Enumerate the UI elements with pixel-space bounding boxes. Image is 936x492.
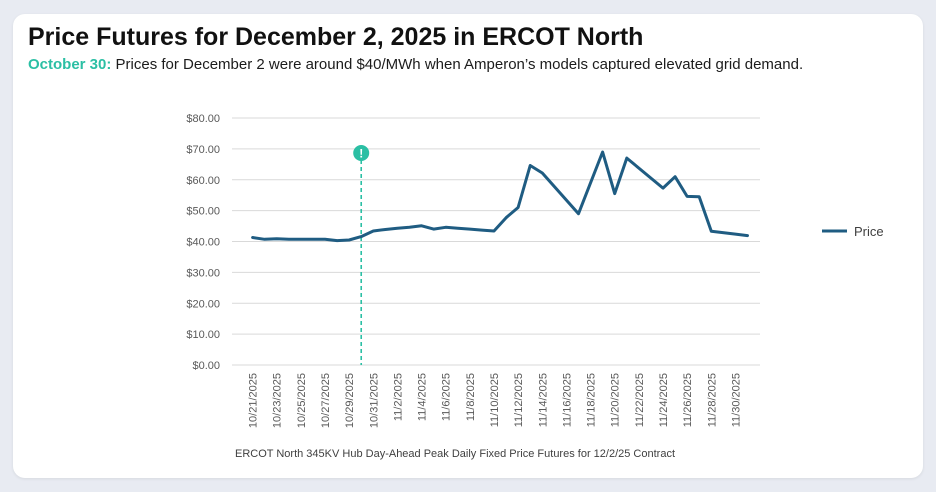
x-tick-label: 11/16/2025: [561, 373, 573, 427]
x-tick-label: 11/22/2025: [634, 373, 646, 427]
x-tick-label: 11/20/2025: [610, 373, 622, 427]
legend-label: Price: [854, 224, 884, 239]
x-tick-label: 10/23/2025: [272, 373, 284, 428]
x-tick-label: 10/27/2025: [320, 373, 332, 428]
x-tick-label: 11/24/2025: [658, 373, 670, 427]
x-tick-label: 11/10/2025: [489, 373, 501, 427]
y-tick-label: $10.00: [186, 329, 220, 341]
y-tick-label: $40.00: [186, 237, 220, 249]
y-tick-label: $50.00: [186, 206, 220, 218]
x-tick-label: 11/28/2025: [706, 373, 718, 427]
y-tick-label: $80.00: [186, 113, 220, 125]
x-tick-label: 10/29/2025: [344, 373, 356, 428]
x-tick-label: 11/26/2025: [682, 373, 694, 427]
chart-caption: ERCOT North 345KV Hub Day-Ahead Peak Dai…: [235, 448, 675, 460]
subtitle-text: Prices for December 2 were around $40/MW…: [111, 56, 804, 73]
x-tick-label: 10/21/2025: [248, 373, 260, 428]
x-tick-label: 10/31/2025: [368, 373, 380, 428]
page-subtitle: October 30: Prices for December 2 were a…: [28, 56, 803, 73]
x-tick-label: 11/30/2025: [730, 373, 742, 427]
annotation-alert-icon: [353, 145, 370, 161]
y-tick-label: $20.00: [186, 298, 220, 310]
y-tick-label: $30.00: [186, 267, 220, 279]
x-tick-label: 10/25/2025: [296, 373, 308, 428]
x-tick-label: 11/12/2025: [513, 373, 525, 427]
x-tick-label: 11/6/2025: [441, 373, 453, 421]
x-tick-label: 11/14/2025: [537, 373, 549, 427]
subtitle-date: October 30:: [28, 56, 112, 73]
page-title: Price Futures for December 2, 2025 in ER…: [28, 23, 644, 51]
x-tick-label: 11/4/2025: [417, 373, 429, 421]
y-tick-label: $0.00: [192, 360, 220, 372]
series-line-price: [251, 150, 749, 243]
x-tick-label: 11/8/2025: [465, 373, 477, 421]
x-tick-label: 11/2/2025: [392, 373, 404, 421]
annotation-symbol: !: [359, 147, 363, 161]
chart-card: Price Futures for December 2, 2025 in ER…: [13, 14, 923, 478]
y-tick-label: $70.00: [186, 144, 220, 156]
y-tick-label: $60.00: [186, 175, 220, 187]
x-tick-label: 11/18/2025: [586, 373, 598, 427]
